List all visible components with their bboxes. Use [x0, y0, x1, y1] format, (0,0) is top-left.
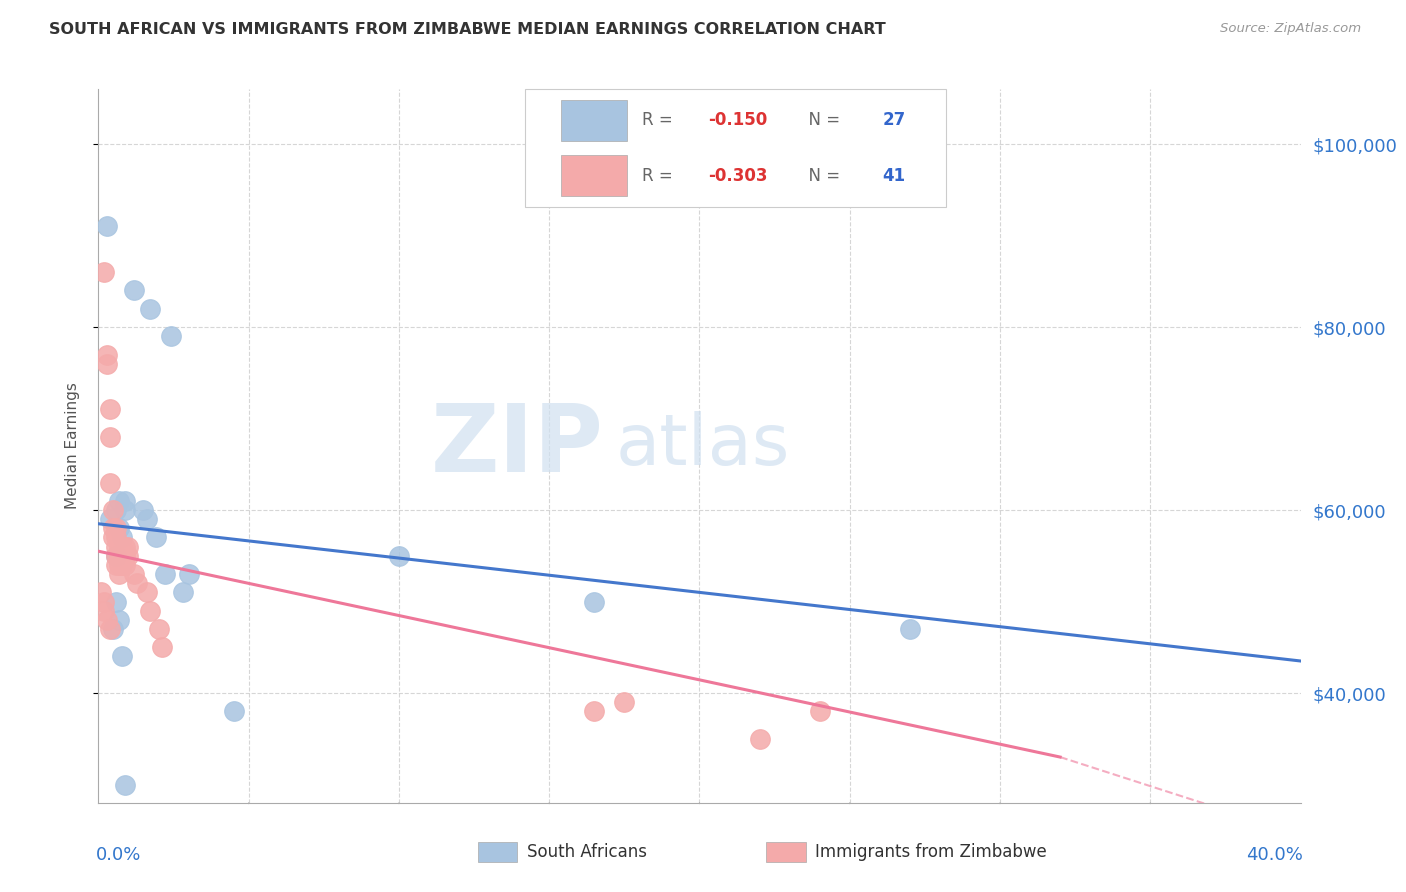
Text: Immigrants from Zimbabwe: Immigrants from Zimbabwe [815, 843, 1047, 861]
Point [172, 585, 194, 599]
FancyBboxPatch shape [561, 100, 627, 141]
Point [103, 521, 125, 535]
Point [96, 613, 118, 627]
Point [132, 503, 155, 517]
Text: Source: ZipAtlas.com: Source: ZipAtlas.com [1220, 22, 1361, 36]
Point [108, 558, 131, 572]
Point [138, 301, 160, 316]
Point [808, 704, 831, 718]
Point [103, 503, 125, 517]
Text: 0.0%: 0.0% [96, 846, 142, 863]
Point [105, 540, 128, 554]
Point [100, 430, 122, 444]
Point [111, 549, 134, 563]
Point [135, 585, 157, 599]
Point [105, 521, 128, 535]
Point [114, 777, 136, 791]
Text: South Africans: South Africans [527, 843, 647, 861]
Point [388, 549, 411, 563]
Point [105, 558, 128, 572]
Point [135, 512, 157, 526]
Point [153, 567, 176, 582]
Point [222, 704, 245, 718]
Point [114, 549, 136, 563]
Point [117, 540, 139, 554]
Text: 27: 27 [882, 112, 905, 129]
Point [108, 521, 131, 535]
Point [105, 531, 128, 545]
Point [114, 540, 136, 554]
Point [90, 585, 112, 599]
Text: 41: 41 [882, 167, 905, 185]
Point [100, 622, 122, 636]
Point [177, 567, 200, 582]
Point [108, 613, 131, 627]
Text: SOUTH AFRICAN VS IMMIGRANTS FROM ZIMBABWE MEDIAN EARNINGS CORRELATION CHART: SOUTH AFRICAN VS IMMIGRANTS FROM ZIMBABW… [49, 22, 886, 37]
Point [583, 704, 606, 718]
Text: R =: R = [641, 167, 678, 185]
Text: ZIP: ZIP [430, 400, 603, 492]
Point [145, 531, 167, 545]
Point [93, 265, 115, 279]
Point [108, 540, 131, 554]
Point [100, 512, 122, 526]
Point [96, 357, 118, 371]
Point [114, 494, 136, 508]
Point [148, 622, 170, 636]
Text: -0.150: -0.150 [707, 112, 768, 129]
Point [93, 594, 115, 608]
Point [613, 695, 636, 709]
Point [150, 640, 173, 655]
Point [93, 604, 115, 618]
Text: N =: N = [799, 167, 845, 185]
Point [105, 549, 128, 563]
FancyBboxPatch shape [526, 89, 946, 207]
Point [96, 347, 118, 361]
Point [898, 622, 921, 636]
Point [105, 549, 128, 563]
Point [124, 284, 146, 298]
Point [111, 540, 134, 554]
Point [138, 604, 160, 618]
Text: N =: N = [799, 112, 845, 129]
Point [117, 549, 139, 563]
Point [114, 503, 136, 517]
Point [127, 576, 149, 591]
Text: R =: R = [641, 112, 678, 129]
Point [108, 567, 131, 582]
Text: 40.0%: 40.0% [1246, 846, 1303, 863]
Point [105, 503, 128, 517]
Text: -0.303: -0.303 [707, 167, 768, 185]
Point [108, 494, 131, 508]
Point [103, 622, 125, 636]
Point [100, 475, 122, 490]
Point [583, 594, 606, 608]
Point [748, 731, 770, 746]
Point [108, 549, 131, 563]
Y-axis label: Median Earnings: Median Earnings [65, 383, 80, 509]
FancyBboxPatch shape [561, 155, 627, 196]
Point [159, 329, 181, 343]
Point [111, 649, 134, 664]
Point [124, 567, 146, 582]
Point [111, 531, 134, 545]
Point [103, 531, 125, 545]
Text: atlas: atlas [616, 411, 790, 481]
Point [111, 558, 134, 572]
Point [100, 402, 122, 417]
Point [105, 594, 128, 608]
Point [114, 558, 136, 572]
Point [96, 219, 118, 234]
